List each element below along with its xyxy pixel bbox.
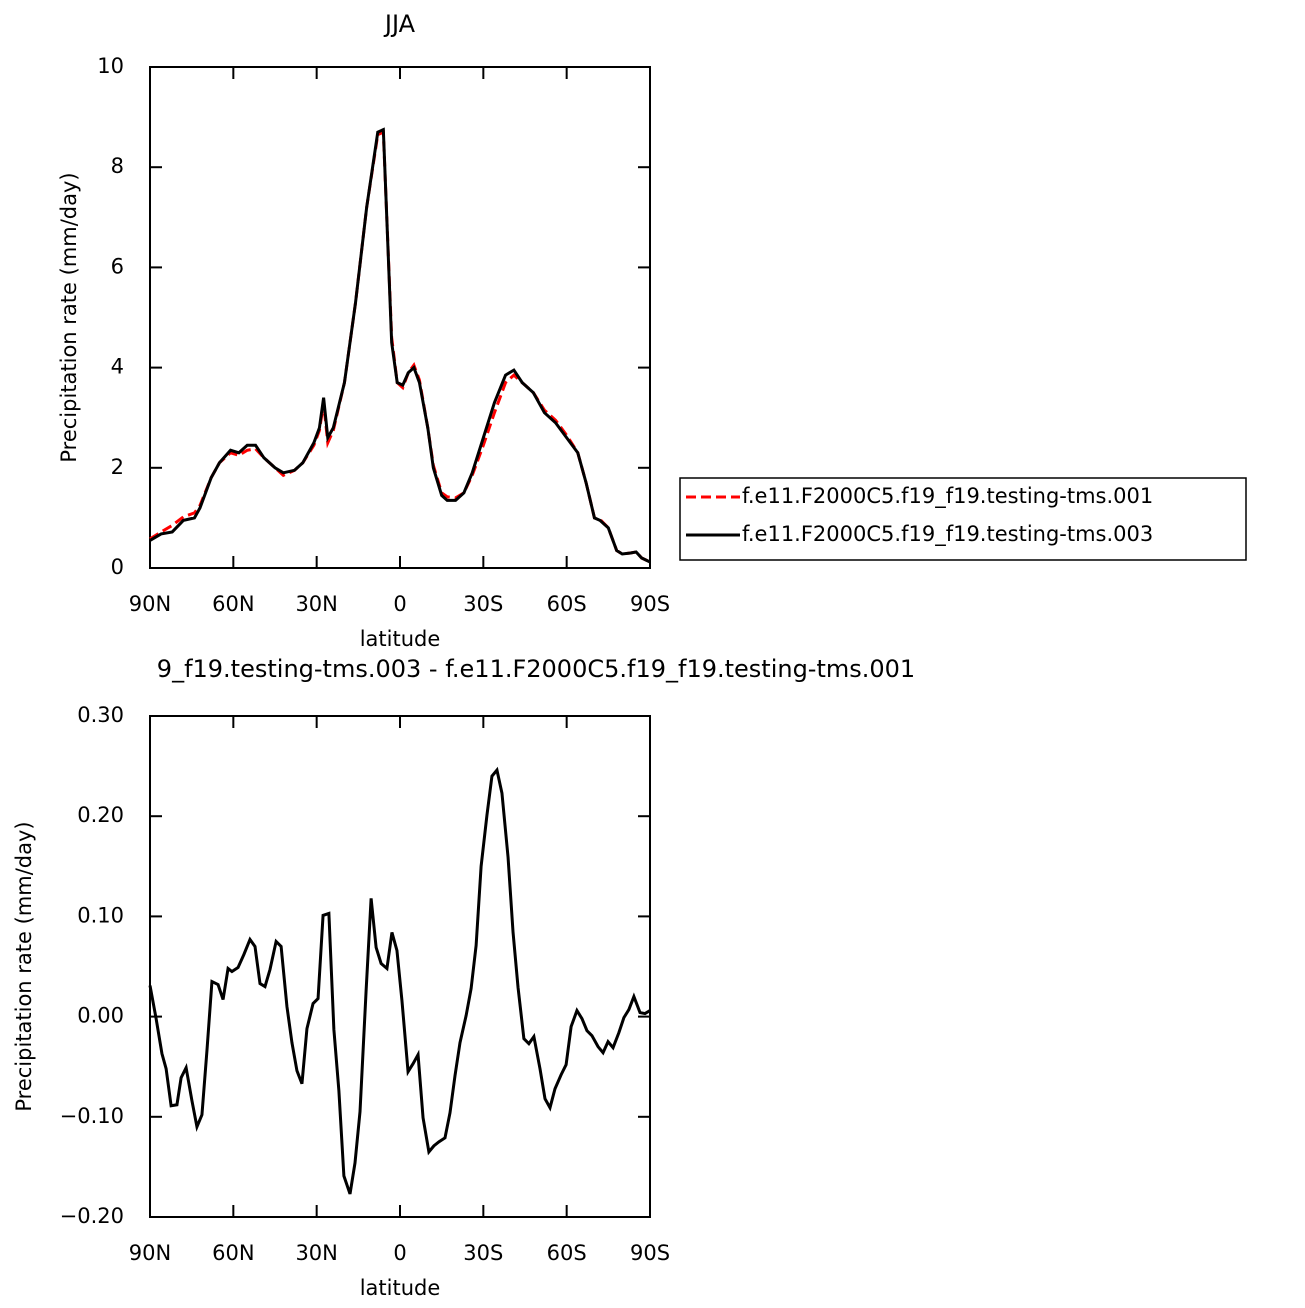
x-axis-label: latitude — [360, 627, 441, 651]
x-tick-label: 60S — [547, 1241, 587, 1265]
x-tick-label: 90N — [129, 592, 171, 616]
y-tick-label: 8 — [111, 154, 124, 178]
y-tick-label: 10 — [97, 54, 124, 78]
plot-frame — [149, 715, 651, 1218]
x-axis-label: latitude — [360, 1276, 441, 1300]
y-tick-label: 4 — [111, 355, 124, 379]
x-tick-label: 60N — [212, 1241, 254, 1265]
legend-box — [679, 477, 1247, 561]
y-tick-label: 0.30 — [77, 703, 124, 727]
legend-label: f.e11.F2000C5.f19_f19.testing-tms.003 — [742, 522, 1153, 547]
data-line — [149, 129, 651, 564]
y-tick-label: 2 — [111, 455, 124, 479]
chart-title: 9_f19.testing-tms.003 - f.e11.F2000C5.f1… — [157, 655, 915, 683]
x-tick-label: 90N — [129, 1241, 171, 1265]
x-tick-label: 30N — [295, 1241, 337, 1265]
y-tick-label: 0.20 — [77, 803, 124, 827]
y-tick-label: 0.10 — [77, 903, 124, 927]
y-axis-label: Precipitation rate (mm/day) — [57, 172, 81, 462]
plot-frame — [149, 66, 651, 569]
chart-title: JJA — [383, 10, 416, 38]
x-tick-label: 30S — [463, 1241, 503, 1265]
y-axis-label: Precipitation rate (mm/day) — [12, 821, 36, 1111]
y-tick-label: −0.20 — [60, 1204, 124, 1228]
x-tick-label: 90S — [630, 592, 670, 616]
x-tick-label: 30S — [463, 592, 503, 616]
y-tick-label: 0 — [111, 555, 124, 579]
data-line — [149, 127, 651, 564]
y-tick-label: 6 — [111, 254, 124, 278]
legend-label: f.e11.F2000C5.f19_f19.testing-tms.001 — [742, 484, 1153, 509]
x-tick-label: 0 — [393, 1241, 406, 1265]
x-tick-label: 30N — [295, 592, 337, 616]
x-tick-label: 60N — [212, 592, 254, 616]
x-tick-label: 0 — [393, 592, 406, 616]
data-line — [148, 766, 651, 1195]
x-tick-label: 90S — [630, 1241, 670, 1265]
y-tick-label: −0.10 — [60, 1104, 124, 1128]
x-tick-label: 60S — [547, 592, 587, 616]
y-tick-label: 0.00 — [77, 1004, 124, 1028]
